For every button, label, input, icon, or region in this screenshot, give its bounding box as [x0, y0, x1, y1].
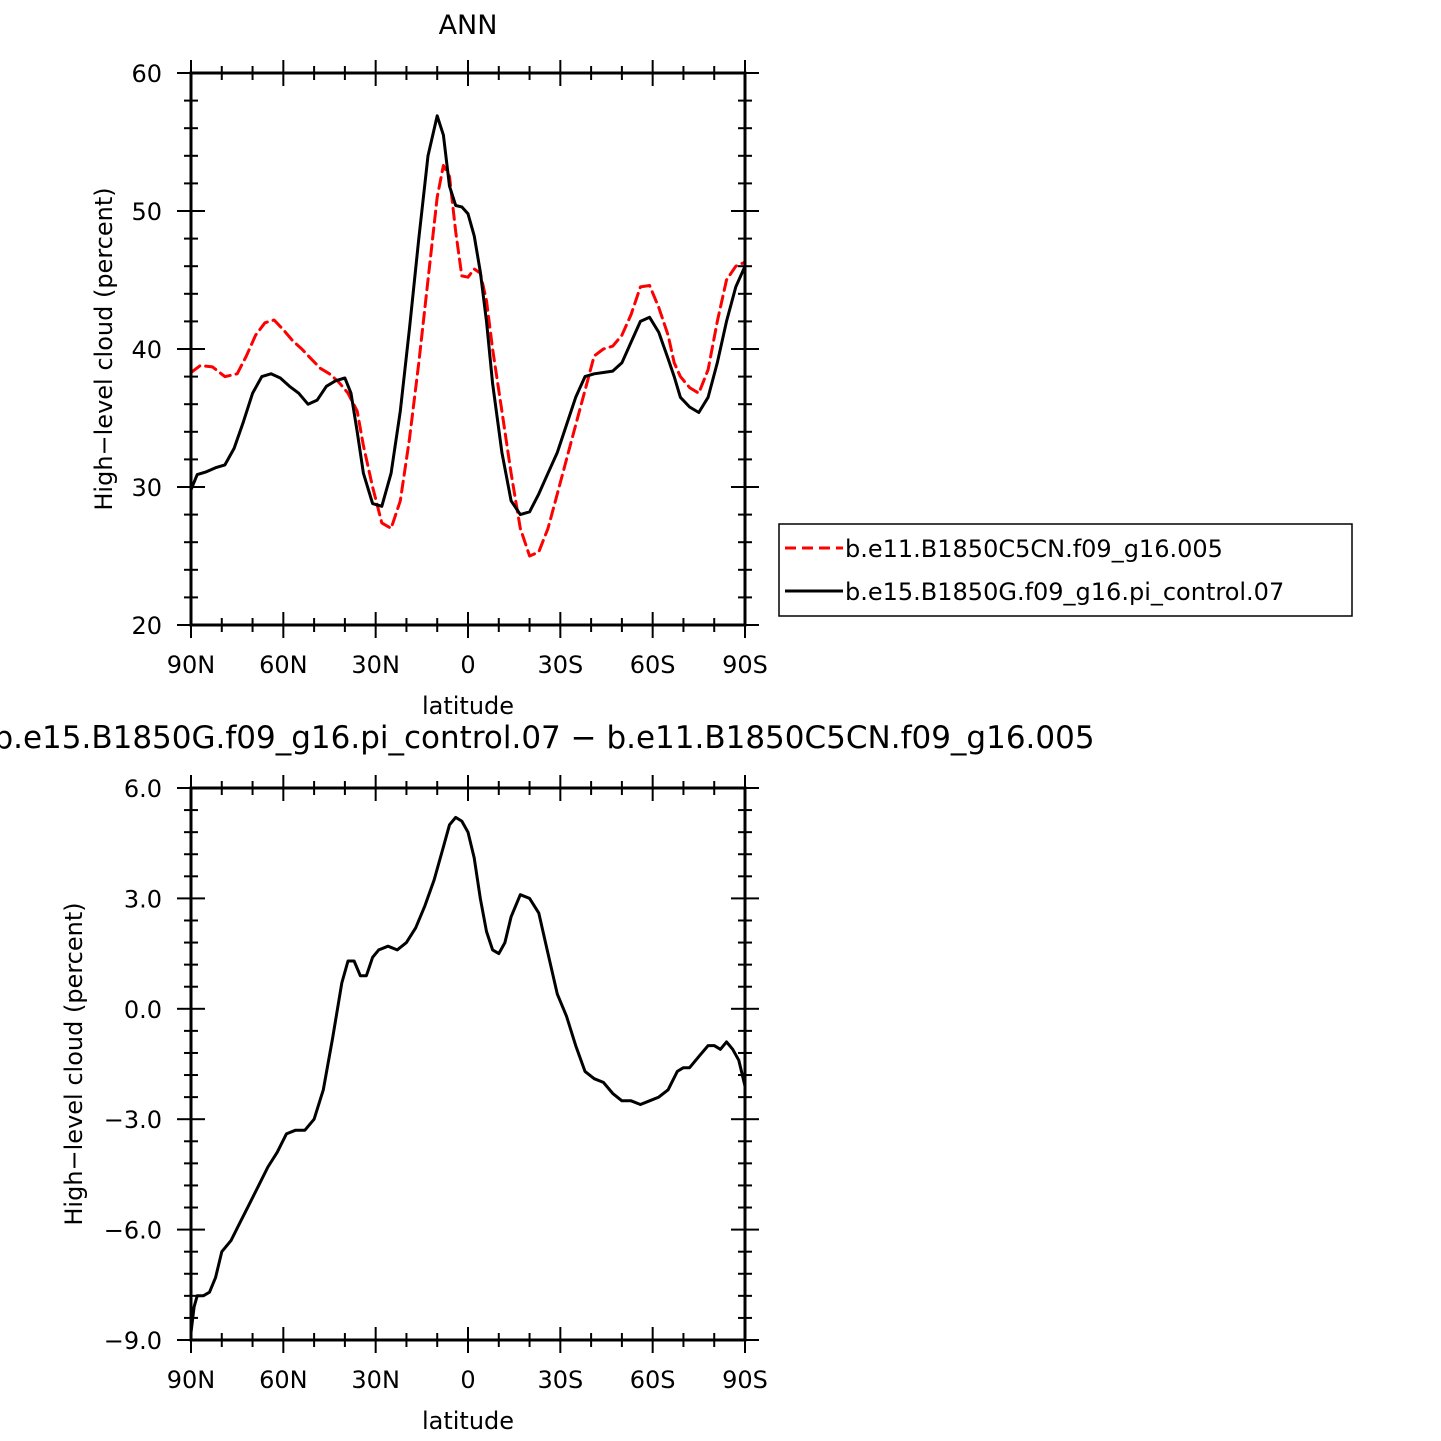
legend-box: [778, 523, 1353, 617]
panel-2-ticks: [177, 775, 759, 1353]
x-tick-label: 30N: [351, 651, 400, 679]
x-tick-label: 90N: [167, 1366, 216, 1394]
legend-label-series-2: b.e15.B1850G.f09_g16.pi_control.07: [845, 578, 1284, 606]
x-tick-label: 60S: [630, 651, 676, 679]
panel-1-series-line-2: [191, 114, 745, 517]
top-chart-legend: b.e11.B1850C5CN.f09_g16.005 b.e15.B1850G…: [778, 523, 1353, 617]
x-tick-label: 30S: [537, 651, 583, 679]
y-tick-label: 60: [131, 60, 162, 88]
x-tick-label: 30S: [537, 1366, 583, 1394]
panel-2-series-group: [191, 815, 745, 1335]
y-tick-label: 3.0: [124, 885, 162, 913]
bottom-chart-xlabel: latitude: [422, 1407, 514, 1435]
y-tick-label: 0.0: [124, 996, 162, 1024]
x-tick-label: 60N: [259, 651, 308, 679]
top-chart-title: ANN: [439, 10, 498, 41]
y-tick-label: 6.0: [124, 775, 162, 803]
y-tick-label: 40: [131, 336, 162, 364]
panel-1-frame: [189, 71, 747, 627]
top-chart-xlabel: latitude: [422, 692, 514, 720]
y-tick-label: −9.0: [104, 1327, 162, 1355]
y-tick-label: −6.0: [104, 1217, 162, 1245]
bottom-chart: b.e15.B1850G.f09_g16.pi_control.07 − b.e…: [0, 720, 1095, 1435]
x-tick-label: 0: [460, 1366, 475, 1394]
x-tick-label: 90N: [167, 651, 216, 679]
panel-2-series-line-1: [191, 815, 745, 1335]
bottom-plot-area: 90N 60N 30N 0 30S 60S 90S −9.0 −6.0 −3.0 0.0 3.0 6.0: [104, 775, 768, 1394]
panel-2-frame: [189, 786, 747, 1342]
x-tick-label: 90S: [722, 1366, 768, 1394]
x-tick-label: 60S: [630, 1366, 676, 1394]
panel-1-series-group: [191, 114, 745, 558]
legend-label-series-1: b.e11.B1850C5CN.f09_g16.005: [845, 535, 1223, 563]
y-tick-label: 50: [131, 198, 162, 226]
y-tick-label: −3.0: [104, 1106, 162, 1134]
panel-1-series-line-1: [191, 164, 745, 558]
x-tick-label: 90S: [722, 651, 768, 679]
top-plot-area: 90N 60N 30N 0 30S 60S 90S 20 30 40 50 60: [131, 60, 768, 679]
bottom-chart-ylabel: High−level cloud (percent): [60, 902, 88, 1225]
top-chart: ANN 90N 60N 30N 0 30S 60S 90S 20 30 40 50 60 High−l…: [90, 10, 1353, 720]
y-tick-label: 20: [131, 612, 162, 640]
top-chart-ylabel: High−level cloud (percent): [90, 187, 118, 510]
x-tick-label: 60N: [259, 1366, 308, 1394]
x-tick-label: 0: [460, 651, 475, 679]
y-tick-label: 30: [131, 474, 162, 502]
panel-1-ticks: [177, 60, 759, 638]
bottom-chart-title: b.e15.B1850G.f09_g16.pi_control.07 − b.e…: [0, 720, 1095, 756]
x-tick-label: 30N: [351, 1366, 400, 1394]
